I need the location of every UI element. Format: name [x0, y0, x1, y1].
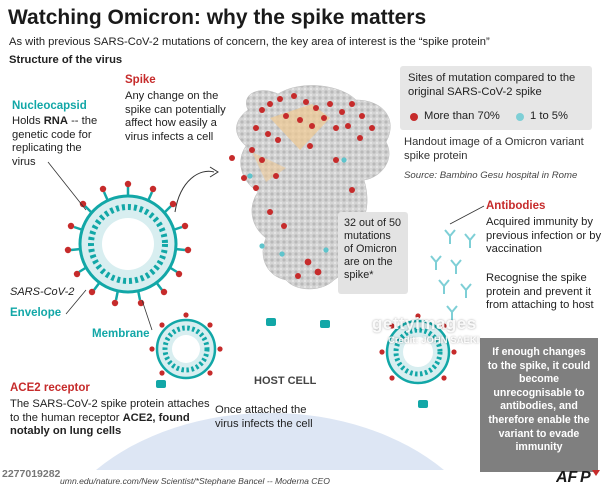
ace2-heading: ACE2 receptor [10, 382, 90, 394]
antibodies-heading: Antibodies [486, 200, 546, 212]
antibodies-text-2: Recognise the spike protein and prevent … [486, 272, 594, 311]
subtitle: As with previous SARS-CoV-2 mutations of… [9, 36, 490, 48]
legend-title: Sites of mutation compared to the origin… [408, 72, 576, 98]
afp-logo-icon: AF P [555, 469, 600, 486]
legend-red-label: More than 70% [424, 110, 500, 122]
svg-text:P: P [580, 469, 591, 486]
virion-attaching [149, 312, 223, 380]
structure-heading: Structure of the virus [9, 54, 123, 66]
svg-text:AF: AF [556, 469, 579, 486]
evasion-box: If enough changes to the spike, it could… [480, 338, 598, 472]
envelope-label: Envelope [10, 307, 62, 319]
legend-teal-dot [516, 113, 524, 121]
sars-cov-2-virion [64, 180, 192, 307]
antibody-icons [430, 229, 476, 320]
page-title: Watching Omicron: why the spike matters [8, 6, 427, 29]
mutation-dots-red [229, 93, 375, 279]
watermark-credit: Credit: JOHN SAEKI [388, 335, 480, 346]
watermark: gettyimages [372, 314, 477, 333]
antibodies-text-1: Acquired immunity by previous infection … [486, 216, 602, 255]
nucleocapsid-text: Holds RNA -- the genetic code for replic… [12, 115, 98, 168]
nucleocapsid-heading: Nucleocapsid [12, 100, 87, 112]
photo-id: 2277019282 [2, 468, 61, 480]
host-cell [96, 412, 444, 470]
spike-heading: Spike [125, 74, 156, 86]
legend-red-dot [410, 113, 418, 121]
sars-label: SARS-CoV-2 [10, 286, 75, 298]
credit-line: umn.edu/nature.com/New Scientist/*Stepha… [60, 476, 330, 486]
attached-text: Once attached the virus infects the cell [215, 404, 313, 430]
afp-logo: AF P [555, 466, 600, 486]
spike-text: Any change on the spike can potentially … [125, 90, 226, 143]
ace2-text: The SARS-CoV-2 spike protein attaches to… [10, 398, 210, 437]
mutation-count-box: 32 out of 50 mutations of Omicron are on… [338, 212, 408, 294]
host-cell-label: HOST CELL [254, 375, 317, 387]
handout-caption: Handout image of a Omicron variant spike… [404, 136, 584, 162]
mutation-legend: Sites of mutation compared to the origin… [400, 66, 592, 130]
legend-teal-label: 1 to 5% [530, 110, 568, 122]
virion-with-antibodies [379, 313, 457, 385]
membrane-label: Membrane [92, 328, 150, 340]
source-line: Source: Bambino Gesu hospital in Rome [404, 170, 578, 181]
